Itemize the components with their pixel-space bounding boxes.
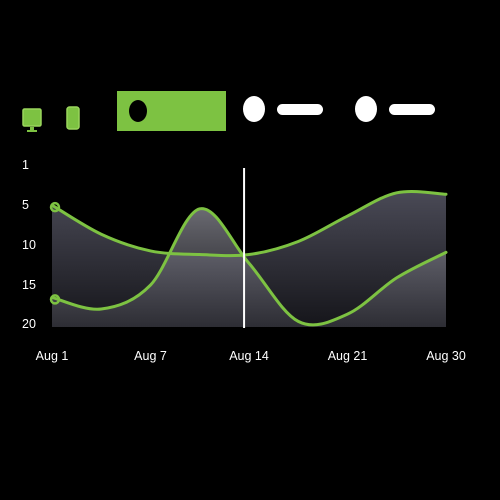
y-tick-label: 1 xyxy=(22,158,29,172)
mobile-icon[interactable] xyxy=(66,106,80,130)
legend-chip-selected[interactable] xyxy=(117,91,226,131)
legend-label-placeholder xyxy=(389,104,435,115)
x-tick-label: Aug 7 xyxy=(134,349,167,363)
series-1-area xyxy=(52,208,446,327)
legend-chip[interactable] xyxy=(243,96,323,124)
y-tick-label: 20 xyxy=(22,317,36,331)
desktop-icon[interactable] xyxy=(22,108,42,132)
x-tick-label: Aug 21 xyxy=(328,349,368,363)
series-marker[interactable] xyxy=(49,294,61,305)
y-tick-label: 10 xyxy=(22,238,36,252)
y-tick-label: 15 xyxy=(22,278,36,292)
legend-label-placeholder xyxy=(277,104,323,115)
chart-toolbar xyxy=(0,0,500,150)
y-tick-label: 5 xyxy=(22,198,29,212)
x-tick-label: Aug 30 xyxy=(426,349,466,363)
legend-chip[interactable] xyxy=(355,96,435,124)
series-1-line[interactable] xyxy=(50,207,448,327)
x-axis: Aug 1 Aug 7 Aug 14 Aug 21 Aug 30 xyxy=(36,349,466,363)
series-0-line[interactable] xyxy=(50,189,448,258)
series-markers xyxy=(49,201,61,305)
series-marker[interactable] xyxy=(49,201,61,213)
legend-dot xyxy=(129,100,147,122)
x-tick-label: Aug 14 xyxy=(229,349,269,363)
x-tick-label: Aug 1 xyxy=(36,349,69,363)
legend-dot xyxy=(243,96,265,122)
legend-dot xyxy=(355,96,377,122)
